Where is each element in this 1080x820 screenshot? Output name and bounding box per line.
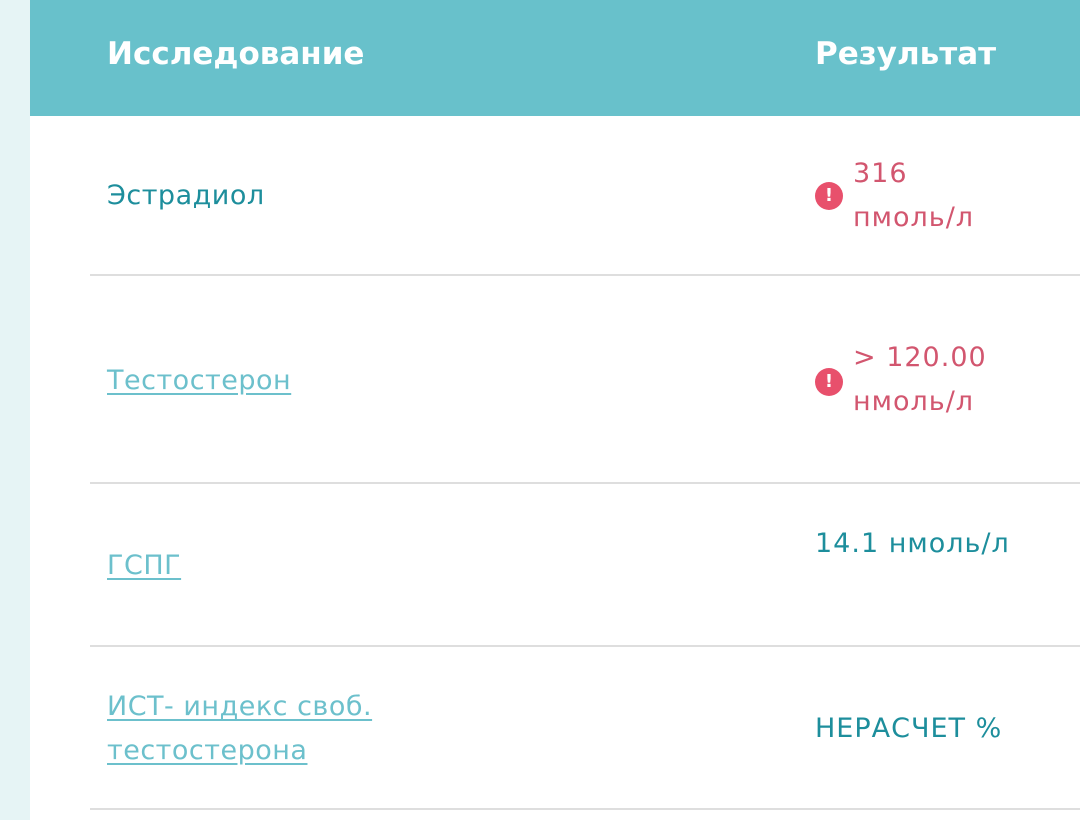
results-table: Исследование Результат Эстрадиол ! 316 п…	[30, 0, 1080, 820]
row-divider	[90, 274, 1080, 276]
table-row: ИСТ- индекс своб. тестостерона НЕРАСЧЕТ …	[30, 647, 1080, 810]
row-divider	[90, 482, 1080, 484]
result-value: 316 пмоль/л	[853, 158, 975, 233]
header-result: Результат	[815, 36, 997, 72]
alert-icon: !	[815, 182, 843, 210]
study-link[interactable]: ГСПГ	[107, 550, 182, 581]
table-header: Исследование Результат	[30, 0, 1080, 116]
row-divider	[90, 808, 1080, 810]
table-row: Тестостерон ! > 120.00 нмоль/л	[30, 276, 1080, 484]
table-row: ГСПГ 14.1 нмоль/л	[30, 484, 1080, 647]
table-row: Эстрадиол ! 316 пмоль/л	[30, 116, 1080, 276]
row-divider	[90, 645, 1080, 647]
study-link[interactable]: ИСТ- индекс своб. тестостерона	[107, 691, 373, 766]
alert-icon: !	[815, 368, 843, 396]
result-value: НЕРАСЧЕТ %	[815, 713, 1003, 744]
result-value: > 120.00 нмоль/л	[853, 342, 987, 417]
header-study: Исследование	[107, 36, 365, 72]
result-value: 14.1 нмоль/л	[815, 528, 1010, 559]
study-link[interactable]: Тестостерон	[107, 365, 292, 396]
study-name: Эстрадиол	[107, 180, 265, 211]
